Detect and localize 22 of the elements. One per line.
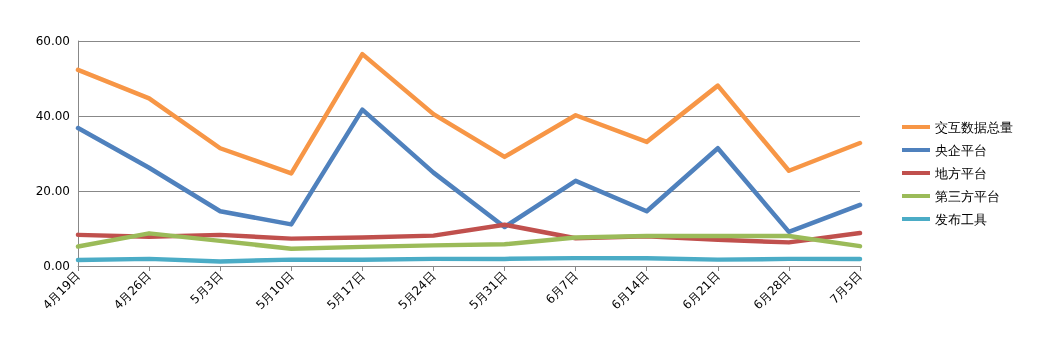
- y-tick-label: 40.00: [35, 109, 70, 123]
- legend-label: 交互数据总量: [935, 119, 1013, 135]
- line-series: [75, 107, 863, 235]
- line-series: [75, 231, 863, 251]
- x-tick-label: 6月7日: [542, 269, 581, 307]
- x-tick-label: 5月3日: [187, 269, 226, 307]
- x-tick-label: 5月10日: [253, 269, 297, 313]
- x-tick-label: 7月5日: [827, 269, 865, 307]
- x-tick-label: 5月17日: [324, 269, 368, 313]
- x-tick-label: 6月14日: [608, 269, 652, 313]
- x-tick-label: 5月24日: [395, 269, 439, 313]
- line-series: [75, 51, 863, 176]
- legend-label: 地方平台: [934, 165, 987, 181]
- y-tick-label: 20.00: [35, 184, 70, 198]
- x-tick-label: 4月26日: [111, 269, 155, 313]
- legend-label: 发布工具: [935, 211, 987, 227]
- x-tick-label: 6月21日: [679, 269, 723, 313]
- x-tick-label: 6月28日: [750, 269, 794, 313]
- legend-label: 央企平台: [935, 142, 987, 158]
- x-tick-label: 5月31日: [466, 269, 510, 313]
- legend-label: 第三方平台: [935, 188, 1000, 204]
- y-tick-label: 60.00: [35, 34, 70, 48]
